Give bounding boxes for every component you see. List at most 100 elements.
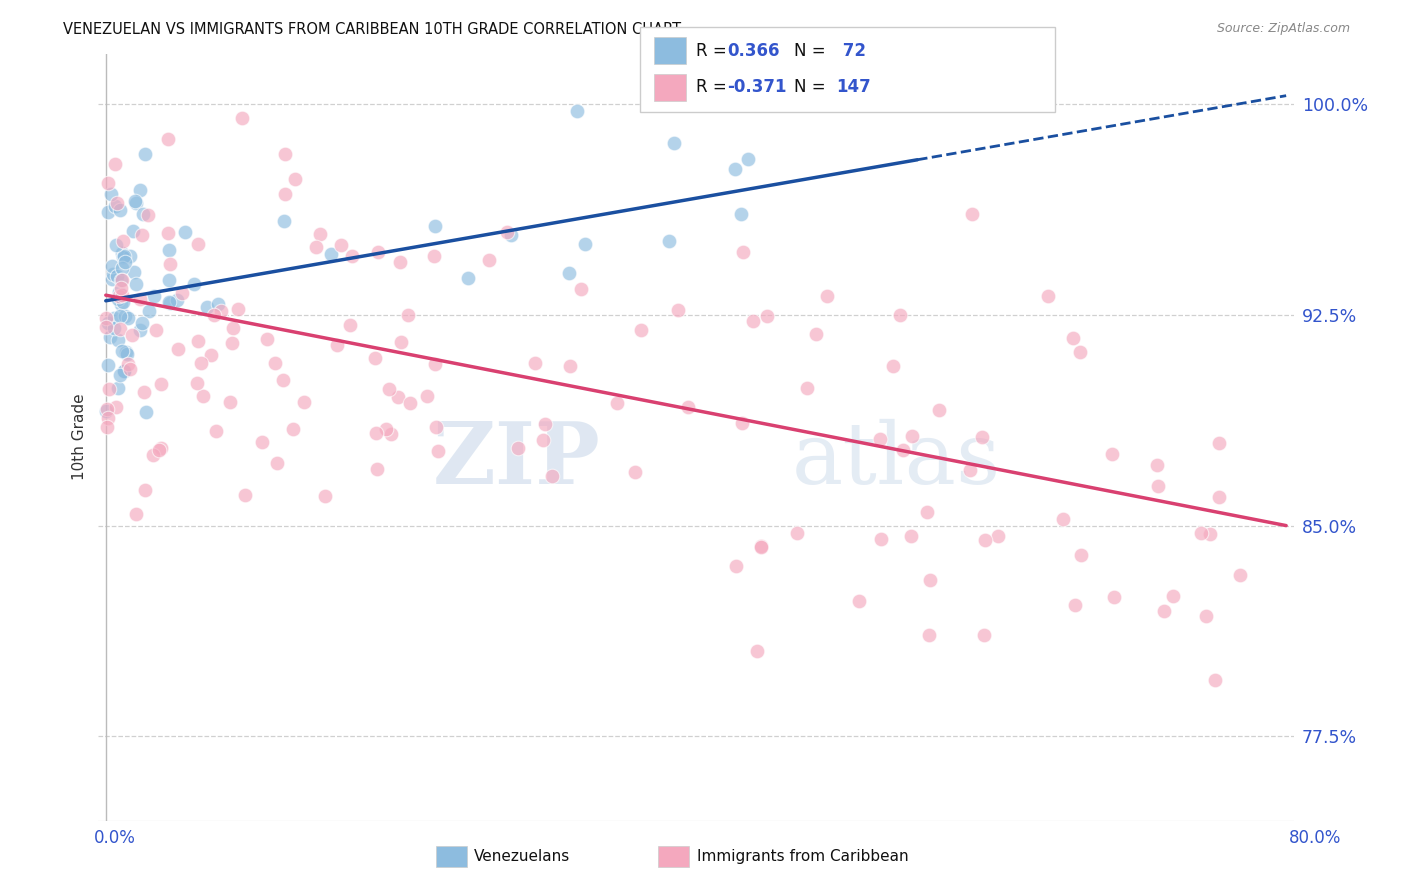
Point <box>143 289 166 303</box>
Point <box>101 272 124 286</box>
Point <box>108 322 131 336</box>
Point <box>815 289 838 303</box>
Point <box>396 308 419 322</box>
Point <box>423 249 446 263</box>
Point <box>309 227 332 241</box>
Point <box>1161 589 1184 603</box>
Point <box>387 390 409 404</box>
Point <box>111 245 134 260</box>
Point <box>425 419 447 434</box>
Point <box>128 323 150 337</box>
Point <box>107 285 129 299</box>
Point <box>900 528 922 542</box>
Point <box>496 226 519 240</box>
Point <box>150 377 173 392</box>
Point <box>107 293 129 307</box>
Point <box>565 103 588 118</box>
Point <box>1070 548 1092 562</box>
Point <box>105 195 128 210</box>
Point <box>292 395 315 409</box>
Point <box>378 382 401 396</box>
Point <box>96 401 118 416</box>
Point <box>104 238 127 252</box>
Point <box>987 529 1010 543</box>
Point <box>749 539 772 553</box>
Point <box>848 594 870 608</box>
Point <box>228 302 250 317</box>
Point <box>134 147 156 161</box>
Point <box>157 226 180 240</box>
Point <box>124 194 146 208</box>
Point <box>96 403 118 417</box>
Point <box>134 483 156 498</box>
Point <box>284 171 307 186</box>
Point <box>166 293 188 308</box>
Point <box>111 235 134 249</box>
Point <box>110 297 132 311</box>
Point <box>121 328 143 343</box>
Point <box>918 573 941 587</box>
Point <box>415 389 437 403</box>
Text: N =: N = <box>794 42 831 60</box>
Point <box>111 250 134 264</box>
Point <box>104 157 127 171</box>
Point <box>125 196 148 211</box>
Point <box>745 644 768 658</box>
Point <box>569 282 592 296</box>
Point <box>204 424 226 438</box>
Point <box>724 558 747 573</box>
Point <box>666 302 689 317</box>
Point <box>124 507 146 521</box>
Point <box>219 395 242 409</box>
Point <box>972 430 994 444</box>
Point <box>187 237 209 252</box>
Point <box>108 203 131 218</box>
Point <box>340 249 363 263</box>
Point <box>157 244 180 258</box>
Point <box>96 419 118 434</box>
Point <box>138 303 160 318</box>
Point <box>250 434 273 449</box>
Text: VENEZUELAN VS IMMIGRANTS FROM CARIBBEAN 10TH GRADE CORRELATION CHART: VENEZUELAN VS IMMIGRANTS FROM CARIBBEAN … <box>63 22 682 37</box>
Point <box>183 277 205 292</box>
Point <box>200 348 222 362</box>
Point <box>107 381 129 395</box>
Point <box>624 465 647 479</box>
Point <box>111 288 134 302</box>
Point <box>110 273 132 287</box>
Point <box>389 334 412 349</box>
Point <box>271 373 294 387</box>
Point <box>314 489 336 503</box>
Point <box>131 207 153 221</box>
Text: R =: R = <box>696 42 733 60</box>
Point <box>149 442 172 456</box>
Text: 72: 72 <box>837 42 866 60</box>
Point <box>112 295 135 310</box>
Point <box>112 364 135 378</box>
Point <box>231 111 253 125</box>
Point <box>120 249 142 263</box>
Point <box>1204 673 1226 687</box>
Point <box>195 300 218 314</box>
Point <box>423 219 446 233</box>
Point <box>266 456 288 470</box>
Point <box>870 532 893 546</box>
Point <box>97 204 120 219</box>
Point <box>786 526 808 541</box>
Point <box>101 267 124 281</box>
Point <box>478 252 501 267</box>
Text: 147: 147 <box>837 78 872 95</box>
Text: Source: ZipAtlas.com: Source: ZipAtlas.com <box>1216 22 1350 36</box>
Point <box>110 273 132 287</box>
Point <box>94 319 117 334</box>
Point <box>606 396 628 410</box>
Point <box>131 228 153 243</box>
Point <box>129 292 152 306</box>
Point <box>97 411 120 425</box>
Point <box>108 289 131 303</box>
Point <box>104 199 127 213</box>
Point <box>574 237 596 252</box>
Point <box>186 376 208 390</box>
Point <box>222 321 245 335</box>
Point <box>796 381 818 395</box>
